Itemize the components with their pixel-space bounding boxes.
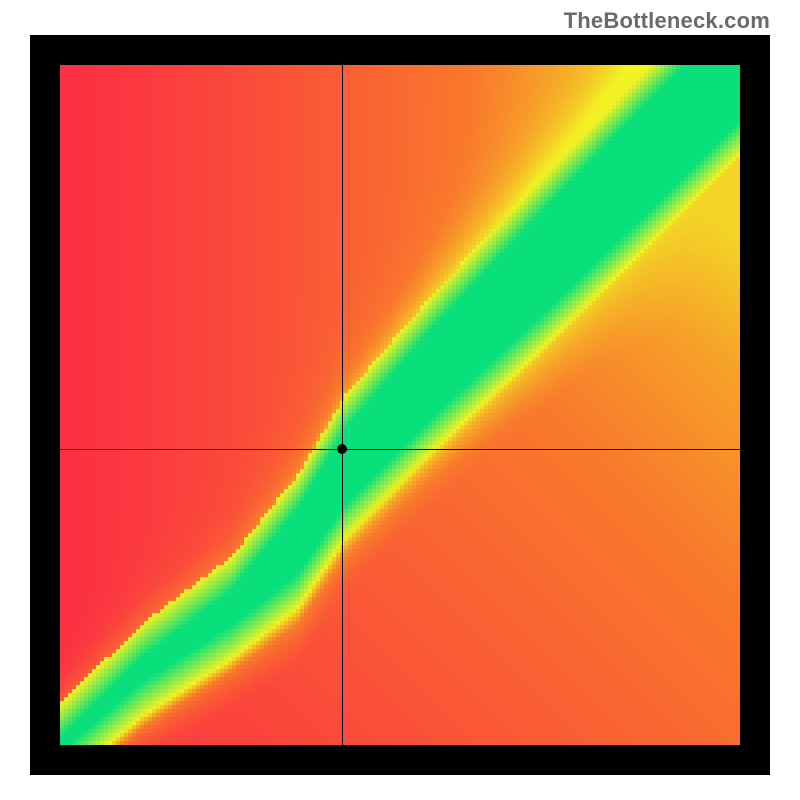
- heatmap-canvas: [60, 65, 740, 745]
- heatmap-plot-area: [60, 65, 740, 745]
- chart-container: TheBottleneck.com: [0, 0, 800, 800]
- watermark-text: TheBottleneck.com: [564, 8, 770, 34]
